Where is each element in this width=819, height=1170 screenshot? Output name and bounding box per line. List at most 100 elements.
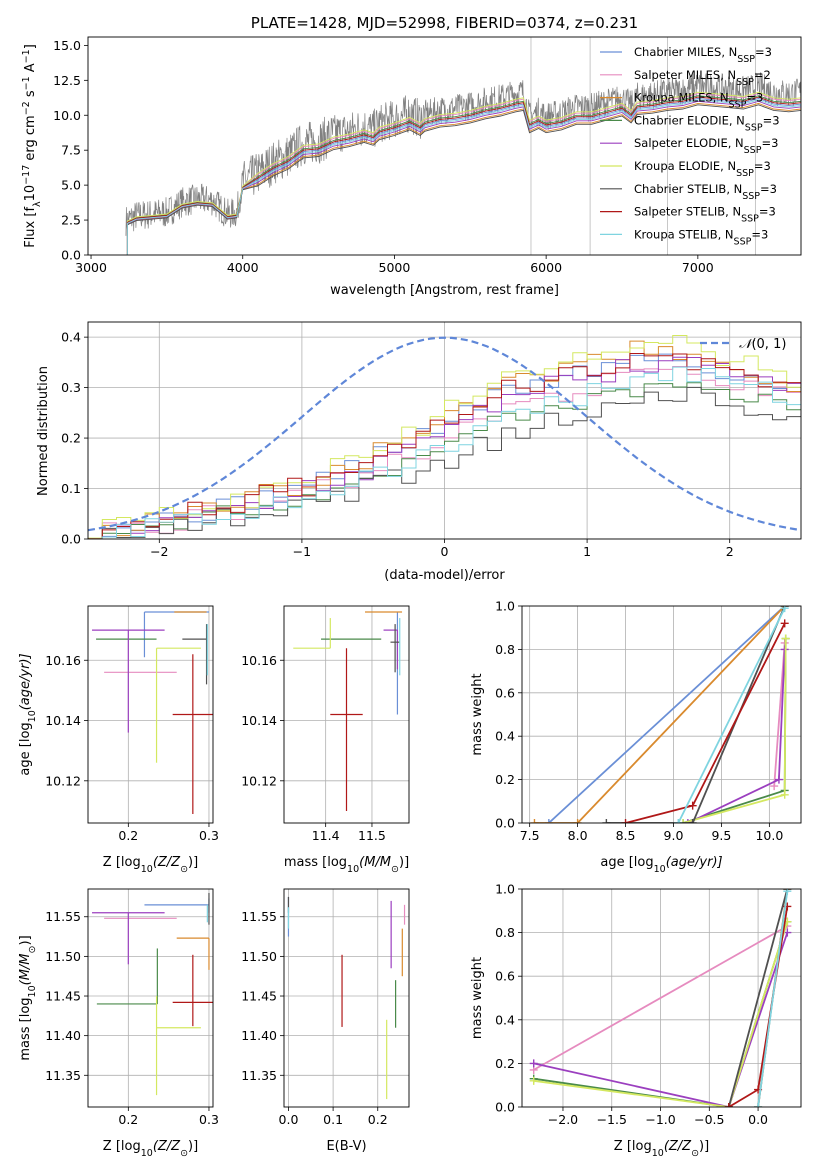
errorbar-point-kroupa-elodie (293, 618, 331, 649)
legend-entry-label: Salpeter ELODIE, NSSP=3 (634, 136, 778, 156)
mass_vs_z-axes: 0.2 0.3 11.35 11.40 11.45 11.50 11.55 Z [log10(… (18, 888, 219, 1159)
weight-marker (774, 775, 783, 784)
weight-line (677, 607, 786, 823)
x-tick-label: 2 (726, 544, 734, 559)
weight-marker (688, 801, 697, 810)
legend-entry-label: Chabrier STELIB, NSSP=3 (634, 182, 777, 202)
mass_weight_vs_age-y-label: mass weight (470, 673, 485, 755)
weight-marker (602, 819, 611, 823)
residuals-x-label: (data-model)/error (384, 568, 505, 583)
y-tick-label: 0.6 (495, 685, 515, 700)
weight-line (533, 932, 789, 1107)
legend-entry-label: Salpeter STELIB, NSSP=3 (634, 205, 776, 225)
errorbar-point-kroupa-miles (176, 937, 210, 970)
weight-marker (683, 819, 692, 823)
x-tick-label: −1.5 (597, 1112, 627, 1127)
y-tick-label: 0.3 (61, 380, 81, 395)
weight-line (773, 642, 786, 787)
x-tick-label: −2 (150, 544, 168, 559)
model-spectrum-kroupa-miles (126, 102, 801, 255)
age_vs_z-plot-area (88, 606, 213, 823)
x-tick-label: 0.3 (199, 828, 219, 843)
x-tick-label: 10.0 (755, 828, 783, 843)
x-tick-label: 0.2 (368, 1112, 388, 1127)
y-tick-label: 0.0 (61, 532, 81, 547)
x-tick-label: 9.0 (664, 828, 684, 843)
weight-marker (780, 645, 789, 654)
x-tick-label: 11.4 (312, 828, 340, 843)
weight-marker (781, 634, 790, 643)
x-tick-label: −2.0 (548, 1112, 578, 1127)
mass_vs_ebv-x-label: E(B-V) (326, 1139, 366, 1154)
weight-line (533, 925, 788, 1071)
mass_vs_ebv-axes: 0.0 0.1 0.2 11.35 11.40 11.45 11.50 11.55 E(B-V) (241, 888, 410, 1154)
y-tick-label: 0.2 (61, 431, 81, 446)
axes-frame (283, 605, 410, 824)
x-tick-label: 5000 (379, 260, 411, 275)
errorbar-point-salpeter-elodie (92, 629, 165, 733)
weight-line (534, 606, 786, 823)
y-tick-label: 11.40 (45, 1028, 81, 1043)
y-tick-label: 10.16 (45, 653, 81, 668)
legend-entry-label: 𝒩(0, 1) (739, 337, 786, 352)
weight-marker (780, 619, 789, 628)
weight-marker (724, 1103, 733, 1107)
residuals-y-label: Normed distribution (36, 366, 51, 496)
spectrum-y-label: Flux [fλ10−17 erg cm−2 s−1 A−1] (21, 44, 43, 248)
legend-entry-label: Kroupa STELIB, NSSP=3 (634, 227, 768, 247)
y-tick-label: 1.0 (495, 882, 515, 897)
axes-frame (283, 888, 410, 1108)
y-tick-label: 11.55 (241, 909, 277, 924)
errorbar-point-salpeter-stelib (172, 654, 213, 814)
weight-marker (770, 782, 779, 791)
weight-line (548, 606, 786, 823)
model-spectrum-chabrier-elodie (126, 95, 801, 255)
residual-histogram-kroupa-stelib (88, 366, 801, 539)
y-tick-label: 0.8 (495, 925, 515, 940)
x-tick-label: 4000 (227, 260, 259, 275)
residuals-plot-area (88, 322, 801, 539)
x-tick-label: 7.5 (520, 828, 540, 843)
model-spectrum-salpeter-stelib (126, 96, 801, 255)
y-tick-label: 12.5 (53, 73, 81, 88)
legend-entry-label: Salpeter MILES, NSSP=2 (634, 68, 771, 88)
x-tick-label: 9.5 (711, 828, 731, 843)
x-tick-label: 8.0 (568, 828, 588, 843)
x-tick-label: 1 (583, 544, 591, 559)
x-tick-label: −0.5 (694, 1112, 724, 1127)
legend-entry-label: Chabrier ELODIE, NSSP=3 (634, 113, 780, 132)
x-tick-label: 7000 (682, 260, 714, 275)
weight-marker (783, 889, 792, 896)
age_vs_mass-x-label: mass [log10(M/M⊙)] (284, 855, 409, 875)
weight-marker (754, 1103, 763, 1107)
legend-entry-label: Chabrier MILES, NSSP=3 (634, 45, 772, 65)
y-tick-label: 7.5 (61, 143, 81, 158)
weight-marker (688, 819, 697, 823)
mass_weight_vs_age-x-label: age [log10(age/yr)] (600, 855, 722, 875)
y-tick-label: 10.12 (45, 773, 81, 788)
observed-spectrum (125, 72, 801, 236)
spectrum-axes: 3000 4000 5000 6000 7000 0.0 2.5 5.0 7.5 10.0 12.5… (21, 14, 802, 298)
legend-entry-label: Kroupa ELODIE, NSSP=3 (634, 159, 771, 179)
weight-line (533, 921, 789, 1107)
errorbar-point-kroupa-elodie (155, 647, 201, 763)
y-tick-label: 11.35 (45, 1068, 81, 1083)
y-tick-label: 1.0 (495, 599, 515, 614)
x-tick-label: −1 (293, 544, 311, 559)
x-tick-label: 0.0 (279, 1112, 299, 1127)
legend-entry-label: Kroupa MILES, NSSP=3 (634, 91, 763, 111)
age_vs_z-x-label: Z [log10(Z/Z⊙)] (103, 855, 198, 875)
weight-marker (544, 819, 553, 823)
axes-frame (87, 605, 214, 824)
mass_weight_vs_z-y-label: mass weight (470, 957, 485, 1039)
errorbar-point-salpeter-stelib (172, 954, 213, 1027)
y-tick-label: 0.6 (495, 969, 515, 984)
y-tick-label: 0.8 (495, 642, 515, 657)
mass_weight_vs_z-axes: −2.0 −1.5 −1.0 −0.5 0.0 0.0 0.2 0.4 0.6 0.8 1.0 Z [… (470, 882, 802, 1159)
y-tick-label: 10.0 (53, 108, 81, 123)
weight-marker (780, 606, 789, 613)
x-tick-label: 6000 (530, 260, 562, 275)
weight-line (757, 891, 789, 1107)
mass_vs_ebv-plot-area (284, 889, 409, 1107)
